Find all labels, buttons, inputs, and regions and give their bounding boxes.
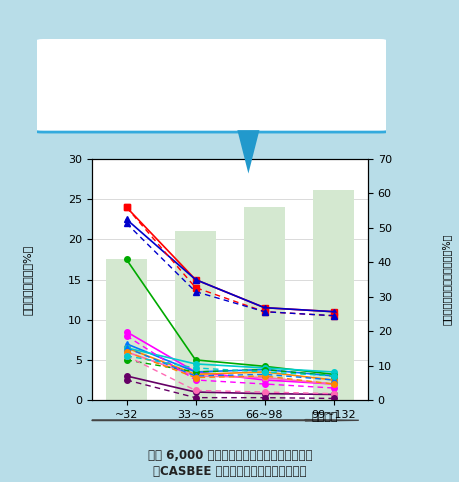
Text: 「CASBEE 健康チェックリスト」スコア: 「CASBEE 健康チェックリスト」スコア	[153, 465, 306, 478]
Text: 疾病毎の有病率（%）: 疾病毎の有病率（%）	[22, 244, 33, 315]
Bar	[312, 190, 353, 400]
Bar	[243, 207, 285, 400]
Text: 総合スコアが高いほど持病のない人が多く、: 総合スコアが高いほど持病のない人が多く、	[128, 65, 295, 80]
Text: 全国 6,000 軒の戸建住宅居住者の調査による: 全国 6,000 軒の戸建住宅居住者の調査による	[147, 449, 312, 462]
Bar	[106, 259, 147, 400]
FancyBboxPatch shape	[26, 38, 396, 132]
Text: 慢性疾患にかかる割合も少ない: 慢性疾患にかかる割合も少ない	[153, 101, 269, 115]
Text: より良い: より良い	[311, 412, 337, 422]
Polygon shape	[237, 130, 259, 174]
Text: 持病のない健康な人の割合（%）: 持病のない健康な人の割合（%）	[440, 234, 450, 325]
Bar	[174, 231, 216, 400]
